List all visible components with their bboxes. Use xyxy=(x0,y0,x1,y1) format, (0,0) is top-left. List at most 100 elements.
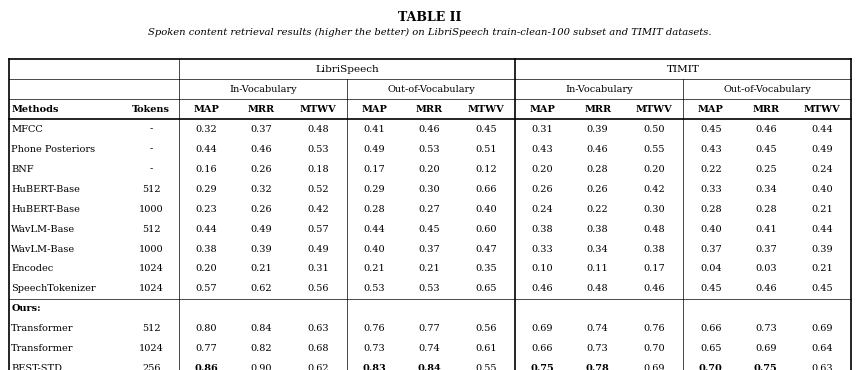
Text: 1000: 1000 xyxy=(139,245,163,253)
Text: 0.63: 0.63 xyxy=(307,324,329,333)
Text: MAP: MAP xyxy=(361,105,387,114)
Text: LibriSpeech: LibriSpeech xyxy=(315,65,378,74)
Text: 0.62: 0.62 xyxy=(307,364,329,370)
Text: 0.70: 0.70 xyxy=(643,344,665,353)
Text: 0.70: 0.70 xyxy=(699,364,722,370)
Text: 0.26: 0.26 xyxy=(250,205,272,213)
Text: 0.37: 0.37 xyxy=(419,245,440,253)
Text: 0.47: 0.47 xyxy=(476,245,497,253)
Text: Out-of-Vocabulary: Out-of-Vocabulary xyxy=(723,85,811,94)
Text: 0.39: 0.39 xyxy=(812,245,833,253)
Text: MRR: MRR xyxy=(584,105,611,114)
Text: 1024: 1024 xyxy=(138,344,163,353)
Text: 0.53: 0.53 xyxy=(419,285,440,293)
Text: 0.33: 0.33 xyxy=(531,245,554,253)
Text: 0.30: 0.30 xyxy=(643,205,665,213)
Text: 0.75: 0.75 xyxy=(754,364,777,370)
Text: 0.21: 0.21 xyxy=(250,265,273,273)
Text: 0.42: 0.42 xyxy=(643,185,665,194)
Text: 0.40: 0.40 xyxy=(700,225,722,233)
Text: 512: 512 xyxy=(142,324,161,333)
Text: MAP: MAP xyxy=(530,105,556,114)
Text: 0.30: 0.30 xyxy=(419,185,440,194)
Text: 0.83: 0.83 xyxy=(363,364,386,370)
Text: 0.61: 0.61 xyxy=(476,344,497,353)
Text: 0.21: 0.21 xyxy=(812,205,833,213)
Text: 0.57: 0.57 xyxy=(195,285,217,293)
Text: 0.73: 0.73 xyxy=(587,344,609,353)
Text: 0.40: 0.40 xyxy=(476,205,497,213)
Text: 0.78: 0.78 xyxy=(586,364,610,370)
Text: 0.27: 0.27 xyxy=(419,205,440,213)
Text: 0.24: 0.24 xyxy=(812,165,833,174)
Text: 0.29: 0.29 xyxy=(195,185,217,194)
Text: -: - xyxy=(150,165,153,174)
Text: 0.69: 0.69 xyxy=(755,344,777,353)
Text: Spoken content retrieval results (higher the better) on LibriSpeech train-clean-: Spoken content retrieval results (higher… xyxy=(148,28,712,37)
Text: 1000: 1000 xyxy=(139,205,163,213)
Text: 0.45: 0.45 xyxy=(812,285,833,293)
Text: BEST-STD: BEST-STD xyxy=(11,364,62,370)
Text: 0.73: 0.73 xyxy=(755,324,777,333)
Text: 0.64: 0.64 xyxy=(812,344,833,353)
Text: 0.39: 0.39 xyxy=(250,245,272,253)
Text: 0.51: 0.51 xyxy=(476,145,497,154)
Text: 0.38: 0.38 xyxy=(587,225,609,233)
Text: MTWV: MTWV xyxy=(299,105,336,114)
Text: 0.63: 0.63 xyxy=(812,364,833,370)
Text: 0.20: 0.20 xyxy=(531,165,554,174)
Text: MFCC: MFCC xyxy=(11,125,43,134)
Text: In-Vocabulary: In-Vocabulary xyxy=(229,85,297,94)
Text: 0.65: 0.65 xyxy=(700,344,722,353)
Text: 0.90: 0.90 xyxy=(250,364,272,370)
Text: 0.18: 0.18 xyxy=(307,165,329,174)
Text: 0.48: 0.48 xyxy=(307,125,329,134)
Text: MTWV: MTWV xyxy=(804,105,841,114)
Text: 0.45: 0.45 xyxy=(700,125,722,134)
Text: WavLM-Base: WavLM-Base xyxy=(11,225,76,233)
Text: 0.44: 0.44 xyxy=(812,125,833,134)
Text: 0.66: 0.66 xyxy=(700,324,722,333)
Text: 0.43: 0.43 xyxy=(531,145,554,154)
Text: 0.86: 0.86 xyxy=(194,364,218,370)
Text: TIMIT: TIMIT xyxy=(666,65,700,74)
Text: SpeechTokenizer: SpeechTokenizer xyxy=(11,285,95,293)
Text: 0.41: 0.41 xyxy=(755,225,777,233)
Text: 0.52: 0.52 xyxy=(307,185,329,194)
Text: 0.66: 0.66 xyxy=(531,344,553,353)
Text: HuBERT-Base: HuBERT-Base xyxy=(11,185,80,194)
Text: 0.23: 0.23 xyxy=(195,205,218,213)
Text: 0.21: 0.21 xyxy=(419,265,440,273)
Text: 0.37: 0.37 xyxy=(755,245,777,253)
Text: 0.12: 0.12 xyxy=(476,165,497,174)
Text: 0.31: 0.31 xyxy=(531,125,554,134)
Text: 0.11: 0.11 xyxy=(587,265,609,273)
Text: Out-of-Vocabulary: Out-of-Vocabulary xyxy=(387,85,475,94)
Text: 0.53: 0.53 xyxy=(364,285,385,293)
Text: 0.16: 0.16 xyxy=(195,165,217,174)
Text: 0.41: 0.41 xyxy=(364,125,385,134)
Text: 0.53: 0.53 xyxy=(419,145,440,154)
Text: 0.75: 0.75 xyxy=(531,364,555,370)
Text: 0.22: 0.22 xyxy=(700,165,722,174)
Text: MRR: MRR xyxy=(752,105,779,114)
Text: 0.26: 0.26 xyxy=(250,165,272,174)
Text: 0.50: 0.50 xyxy=(643,125,665,134)
Text: 0.20: 0.20 xyxy=(419,165,440,174)
Text: HuBERT-Base: HuBERT-Base xyxy=(11,205,80,213)
Text: 0.76: 0.76 xyxy=(643,324,665,333)
Text: 0.46: 0.46 xyxy=(643,285,665,293)
Text: 0.28: 0.28 xyxy=(364,205,385,213)
Text: 0.24: 0.24 xyxy=(531,205,554,213)
Text: 0.10: 0.10 xyxy=(531,265,554,273)
Text: 0.44: 0.44 xyxy=(195,145,218,154)
Text: 0.32: 0.32 xyxy=(195,125,218,134)
Text: 0.53: 0.53 xyxy=(307,145,329,154)
Text: 0.49: 0.49 xyxy=(307,245,329,253)
Text: 0.34: 0.34 xyxy=(755,185,777,194)
Text: 0.21: 0.21 xyxy=(364,265,385,273)
Text: 0.84: 0.84 xyxy=(418,364,441,370)
Text: 0.76: 0.76 xyxy=(364,324,385,333)
Text: 0.46: 0.46 xyxy=(755,125,777,134)
Text: 0.45: 0.45 xyxy=(419,225,440,233)
